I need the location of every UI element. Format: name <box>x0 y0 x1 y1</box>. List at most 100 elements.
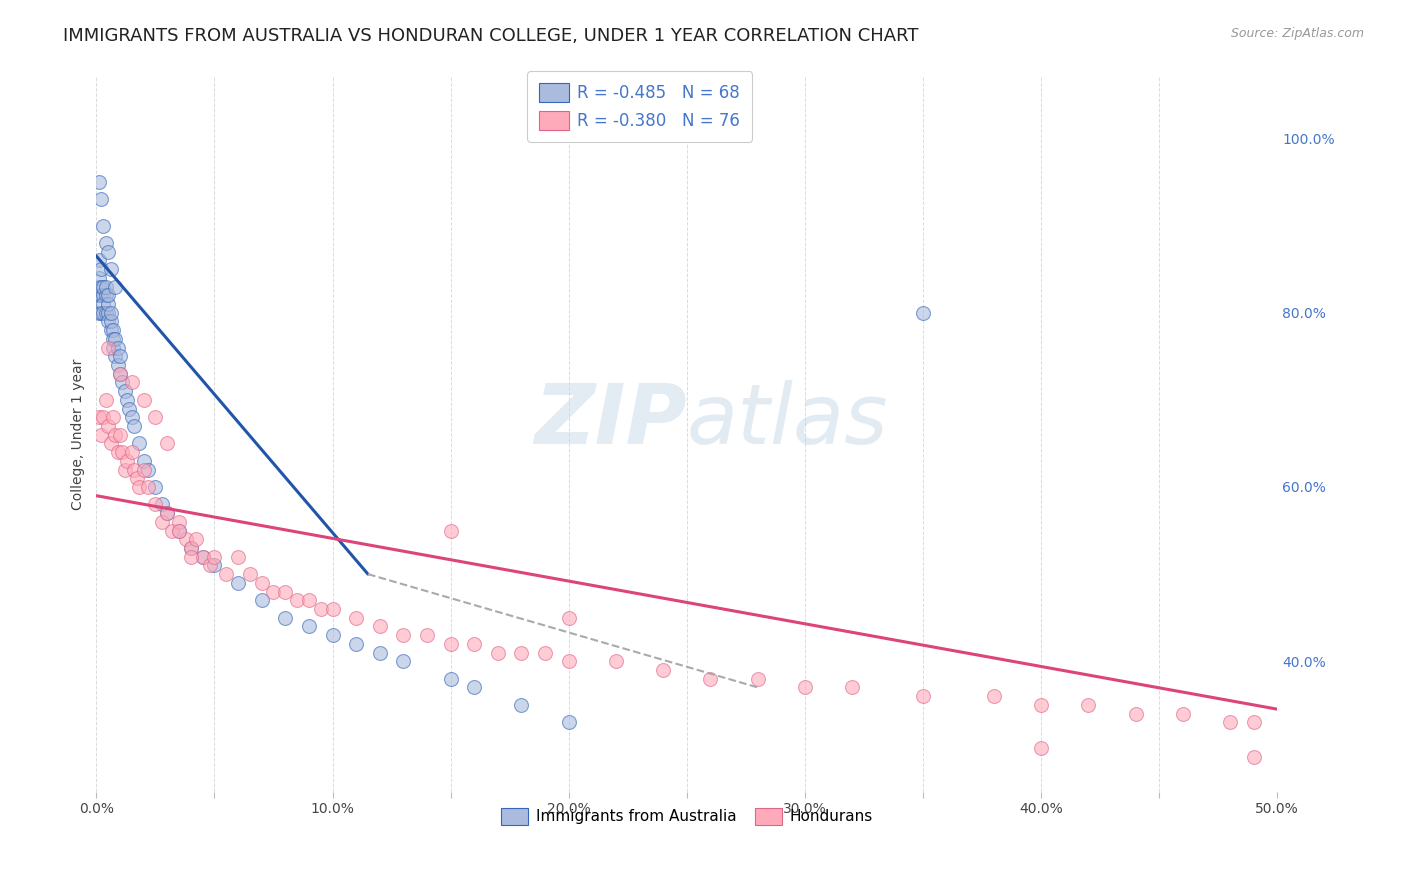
Point <box>114 384 136 398</box>
Point <box>97 419 120 434</box>
Point <box>104 349 127 363</box>
Point <box>108 367 131 381</box>
Point <box>1125 706 1147 721</box>
Point <box>115 454 138 468</box>
Text: atlas: atlas <box>686 380 889 461</box>
Point <box>100 262 122 277</box>
Point <box>510 646 533 660</box>
Point <box>145 410 167 425</box>
Point <box>100 306 122 320</box>
Point <box>97 297 120 311</box>
Point <box>699 672 721 686</box>
Point <box>239 567 262 582</box>
Point <box>911 689 934 703</box>
Point <box>97 288 120 302</box>
Point <box>122 462 145 476</box>
Text: IMMIGRANTS FROM AUSTRALIA VS HONDURAN COLLEGE, UNDER 1 YEAR CORRELATION CHART: IMMIGRANTS FROM AUSTRALIA VS HONDURAN CO… <box>63 27 918 45</box>
Point <box>463 681 485 695</box>
Point <box>90 262 112 277</box>
Point <box>121 410 143 425</box>
Point <box>132 454 155 468</box>
Point <box>93 288 115 302</box>
Point <box>100 323 122 337</box>
Point <box>152 515 174 529</box>
Point <box>263 584 285 599</box>
Point <box>107 358 129 372</box>
Point <box>184 533 207 547</box>
Y-axis label: College, Under 1 year: College, Under 1 year <box>72 359 86 510</box>
Point <box>322 628 344 642</box>
Point <box>534 646 557 660</box>
Point <box>440 524 463 538</box>
Point <box>115 392 138 407</box>
Point <box>111 445 134 459</box>
Point <box>122 419 145 434</box>
Point <box>344 610 367 624</box>
Point <box>652 663 675 677</box>
Point <box>309 602 332 616</box>
Point <box>285 593 308 607</box>
Point <box>605 654 627 668</box>
Point <box>101 410 124 425</box>
Point <box>440 637 463 651</box>
Text: ZIP: ZIP <box>534 380 686 461</box>
Point <box>298 593 321 607</box>
Point <box>204 549 226 564</box>
Point <box>93 410 115 425</box>
Point <box>368 619 391 633</box>
Point <box>93 306 115 320</box>
Point <box>93 219 115 233</box>
Point <box>128 480 150 494</box>
Point <box>87 288 110 302</box>
Point <box>440 672 463 686</box>
Point <box>156 436 179 450</box>
Point <box>97 314 120 328</box>
Point <box>1219 715 1241 730</box>
Point <box>136 462 159 476</box>
Point <box>100 314 122 328</box>
Point <box>1243 750 1265 764</box>
Point <box>1029 698 1052 712</box>
Point <box>87 306 110 320</box>
Point <box>90 427 112 442</box>
Point <box>226 549 249 564</box>
Point <box>101 332 124 346</box>
Point <box>136 480 159 494</box>
Point <box>104 279 127 293</box>
Point <box>104 427 127 442</box>
Point <box>167 524 190 538</box>
Point <box>94 235 117 250</box>
Point <box>156 506 179 520</box>
Point <box>100 436 122 450</box>
Point <box>97 306 120 320</box>
Point <box>557 610 579 624</box>
Point <box>557 654 579 668</box>
Point <box>107 445 129 459</box>
Point <box>250 575 273 590</box>
Point <box>191 549 214 564</box>
Point <box>94 306 117 320</box>
Point <box>87 279 110 293</box>
Point <box>416 628 439 642</box>
Point <box>368 646 391 660</box>
Text: Source: ZipAtlas.com: Source: ZipAtlas.com <box>1230 27 1364 40</box>
Point <box>90 288 112 302</box>
Point <box>132 392 155 407</box>
Point <box>94 279 117 293</box>
Point <box>911 306 934 320</box>
Point <box>108 349 131 363</box>
Point <box>101 323 124 337</box>
Point <box>226 575 249 590</box>
Point <box>215 567 238 582</box>
Point <box>111 376 134 390</box>
Point <box>486 646 509 660</box>
Point <box>392 654 415 668</box>
Point <box>174 533 197 547</box>
Point <box>180 541 202 555</box>
Point <box>1243 715 1265 730</box>
Point <box>510 698 533 712</box>
Point <box>87 270 110 285</box>
Point <box>167 515 190 529</box>
Point <box>344 637 367 651</box>
Point <box>793 681 815 695</box>
